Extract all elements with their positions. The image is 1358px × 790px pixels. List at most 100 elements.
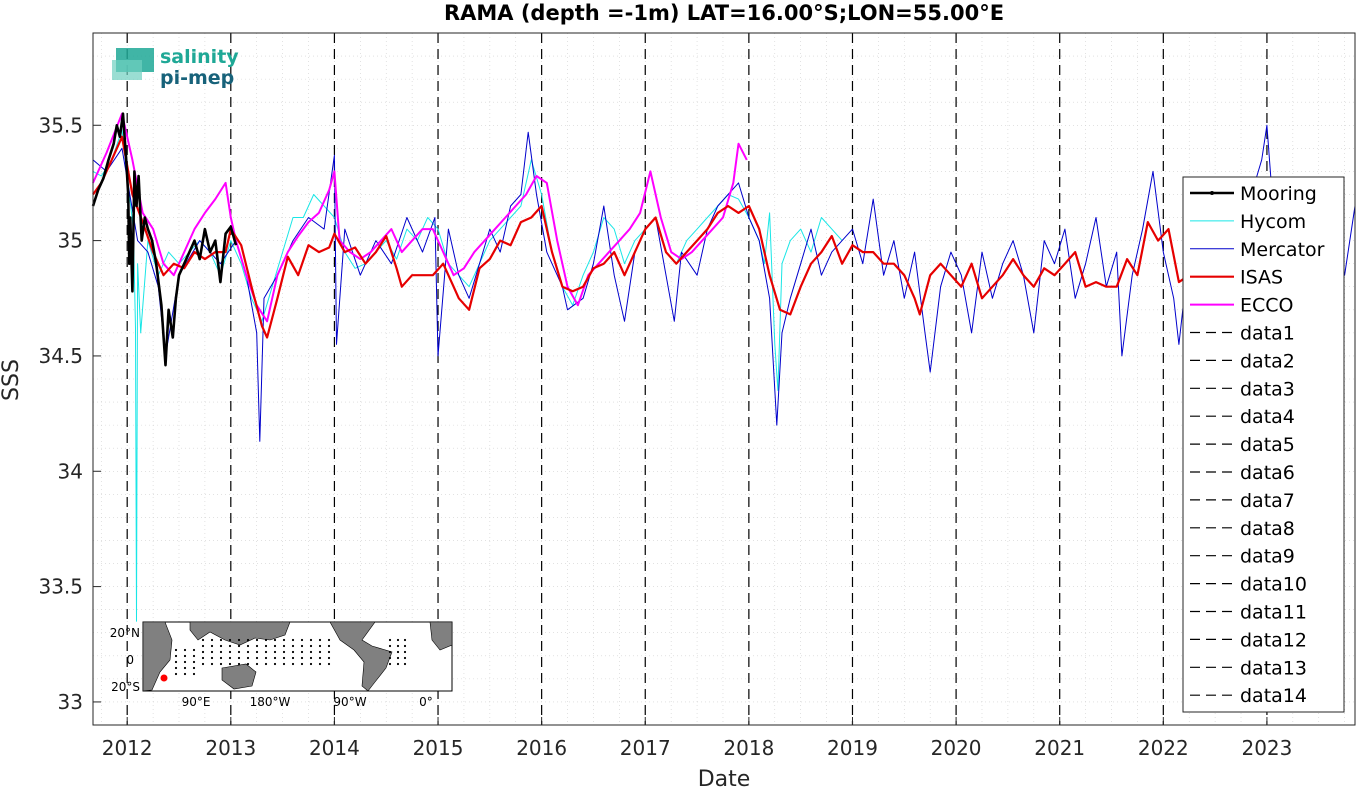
map-dot [403,644,407,648]
map-dot [396,650,400,654]
map-dot [327,662,331,666]
map-dot [237,638,241,642]
map-dot [174,672,178,676]
x-tick-label-2020: 2020 [931,736,982,760]
map-dot [264,650,268,654]
legend-label-data9: data9 [1240,546,1295,568]
legend: Mooring Hycom Mercator ISAS ECCO data1 data2 da… [1182,176,1345,713]
map-dot [300,650,304,654]
map-dot [282,638,286,642]
map-dot [309,650,313,654]
x-tick-label-2012: 2012 [102,736,153,760]
legend-label-data2: data2 [1240,350,1295,372]
logo-icon-shade [112,60,142,80]
map-dot [246,662,250,666]
map-dot [309,662,313,666]
map-dot [318,638,322,642]
map-dot [264,644,268,648]
map-dot [300,662,304,666]
logo: salinity pi-mep [112,46,239,89]
map-dot [388,638,392,642]
x-tick-label-2015: 2015 [413,736,464,760]
map-dot [210,638,214,642]
map-dot [192,648,196,652]
map-dot [228,656,232,660]
map-dot [192,666,196,670]
map-dot [396,638,400,642]
map-dot [309,656,313,660]
map-dot [291,644,295,648]
x-axis-label: Date [698,767,751,790]
map-dot [300,656,304,660]
map-lon-label-2: 90°W [333,695,366,709]
map-lon-label-1: 180°W [250,695,291,709]
map-dot [388,650,392,654]
map-dot [210,650,214,654]
logo-line2: pi-mep [160,67,234,89]
legend-label-isas: ISAS [1240,267,1283,289]
legend-label-data10: data10 [1240,574,1307,596]
europe-landmass [429,621,453,651]
y-axis-label: SSS [0,359,24,401]
x-tick-label-2019: 2019 [827,736,878,760]
map-dot [327,650,331,654]
legend-label-ecco: ECCO [1240,295,1294,317]
y-tick-label-33.5: 33.5 [38,575,83,599]
series-ecco [92,112,748,323]
legend-label-data12: data12 [1240,629,1307,651]
map-dot [255,650,259,654]
map-dot [219,656,223,660]
map-lon-label-3: 0° [419,695,433,709]
legend-label-mooring: Mooring [1240,183,1317,205]
plot-background [93,33,1355,725]
map-dot [183,648,187,652]
y-tick-label-35.5: 35.5 [38,113,83,137]
x-tick-label-2018: 2018 [723,736,774,760]
y-ticks: 33 33.5 34 34.5 35 35.5 [38,113,101,714]
map-dot [219,638,223,642]
map-dot [201,662,205,666]
map-dot [300,644,304,648]
legend-label-data1: data1 [1240,323,1295,345]
map-dot [300,638,304,642]
map-dot [201,656,205,660]
map-dot [246,650,250,654]
legend-label-data7: data7 [1240,490,1295,512]
y-tick-label-34: 34 [58,459,83,483]
map-dot [291,656,295,660]
legend-label-data4: data4 [1240,406,1295,428]
map-dot [201,644,205,648]
map-dot [396,644,400,648]
map-dot [282,656,286,660]
map-dot [237,662,241,666]
y-tick-label-34.5: 34.5 [38,344,83,368]
map-dot [318,650,322,654]
x-tick-label-2023: 2023 [1241,736,1292,760]
map-dot [255,644,259,648]
map-dot [228,662,232,666]
legend-label-data6: data6 [1240,462,1295,484]
map-dot [210,644,214,648]
plot-frame [92,32,1356,726]
map-dot [403,662,407,666]
x-tick-label-2016: 2016 [516,736,567,760]
map-dot [291,650,295,654]
map-dot [255,638,259,642]
legend-label-data8: data8 [1240,518,1295,540]
map-dot [291,662,295,666]
series-mercator [92,124,1356,442]
map-dot [246,644,250,648]
map-lat-label-0: 20°N [110,626,140,640]
map-dot [210,662,214,666]
map-dot [282,644,286,648]
map-dot [174,654,178,658]
map-dot [183,660,187,664]
vertical-lines [126,33,1268,725]
map-dot [327,644,331,648]
x-tick-label-2013: 2013 [205,736,256,760]
legend-label-mercator: Mercator [1240,239,1325,261]
map-dot [273,656,277,660]
map-dot [174,648,178,652]
legend-marker-mooring [1210,191,1214,195]
